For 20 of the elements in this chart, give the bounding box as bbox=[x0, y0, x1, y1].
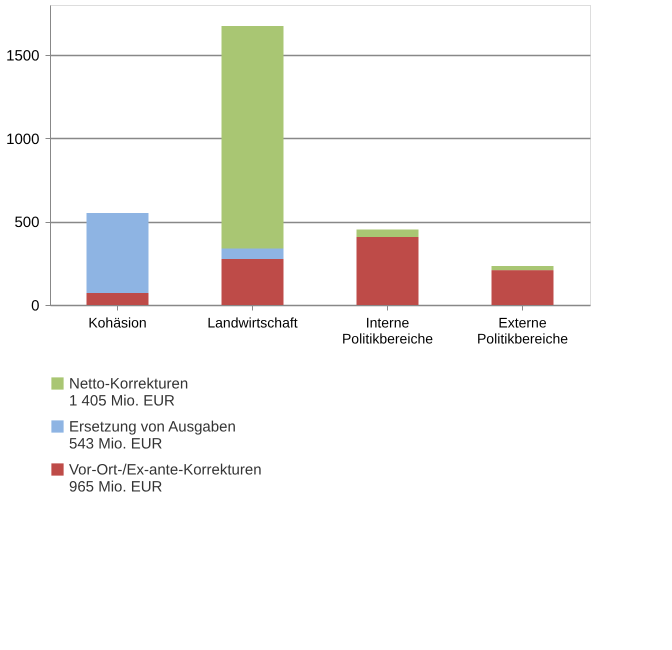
bar bbox=[492, 266, 554, 270]
legend-label: Vor-Ort-/Ex-ante-Korrekturen 965 Mio. EUR bbox=[69, 462, 262, 496]
x-tick-label: Interne Politikbereiche bbox=[342, 314, 434, 346]
bar bbox=[492, 270, 554, 305]
legend-label: Netto-Korrekturen 1 405 Mio. EUR bbox=[69, 376, 188, 410]
y-tick-label: 1000 bbox=[6, 130, 40, 148]
bar bbox=[86, 293, 148, 305]
y-tick-label: 500 bbox=[14, 214, 40, 232]
x-tick-label: Kohäsion bbox=[88, 314, 147, 330]
bar bbox=[356, 230, 418, 237]
x-tick-label: Externe Politikbereiche bbox=[476, 314, 568, 346]
bar bbox=[356, 237, 418, 305]
bar bbox=[86, 213, 148, 293]
y-tick-label: 0 bbox=[31, 298, 40, 314]
legend-label: Ersetzung von Ausgaben 543 Mio. EUR bbox=[69, 418, 236, 452]
x-tick-label: Landwirtschaft bbox=[207, 314, 298, 330]
bar bbox=[222, 259, 284, 305]
y-tick-label: 1500 bbox=[6, 48, 40, 64]
bar bbox=[222, 248, 284, 259]
bar bbox=[222, 26, 284, 248]
